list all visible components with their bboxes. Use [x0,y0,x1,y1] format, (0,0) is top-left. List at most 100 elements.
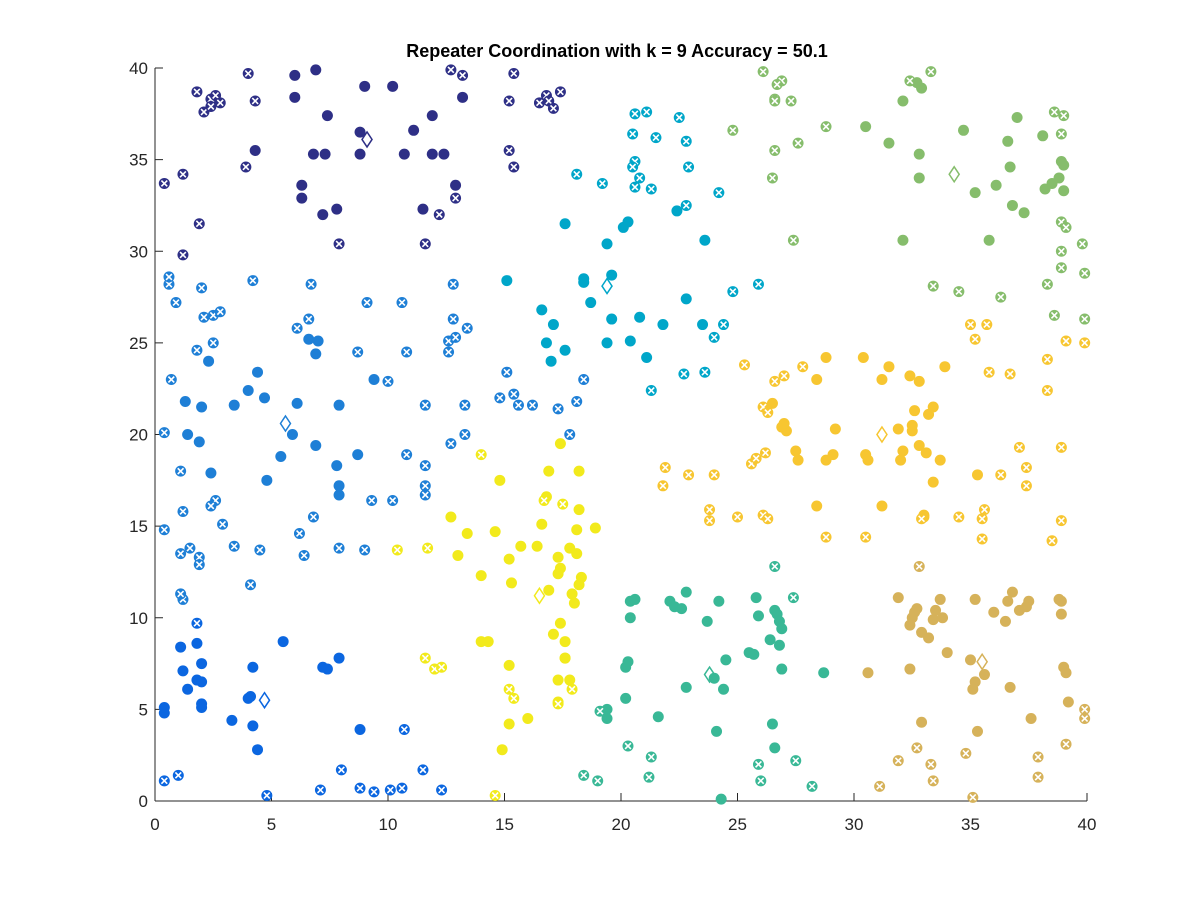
data-point [676,603,688,615]
misassigned-point [641,106,653,118]
misassigned-point [571,168,583,180]
misassigned-point [708,331,720,343]
data-point [175,641,187,653]
misassigned-point [771,78,783,90]
chart-title: Repeater Coordination with k = 9 Accurac… [406,41,827,61]
misassigned-point [217,518,229,530]
data-point [196,698,208,710]
data-point [554,438,566,450]
data-point [196,658,208,670]
data-point [496,744,508,756]
data-point [196,401,208,413]
misassigned-point [787,592,799,604]
misassigned-point [433,209,445,221]
data-point [652,711,664,723]
misassigned-point [508,692,520,704]
data-point [573,465,585,477]
misassigned-point [391,544,403,556]
misassigned-point [1055,262,1067,274]
data-point [629,593,641,605]
data-point [792,454,804,466]
misassigned-point [401,449,413,461]
data-point [457,91,469,103]
y-tick-label: 15 [129,517,148,536]
misassigned-point [927,775,939,787]
misassigned-point [475,449,487,461]
misassigned-point [314,784,326,796]
x-tick-label: 0 [150,815,159,834]
data-point [913,375,925,387]
misassigned-point [508,388,520,400]
x-tick-label: 30 [845,815,864,834]
centroid-marker [258,691,271,710]
y-tick-label: 5 [139,700,148,719]
misassigned-point [995,291,1007,303]
data-point [289,91,301,103]
data-point [988,606,1000,618]
data-point [321,110,333,122]
data-point [892,423,904,435]
data-point [331,203,343,215]
misassigned-point [1079,313,1091,325]
misassigned-point [177,249,189,261]
misassigned-point [757,66,769,78]
misassigned-point [732,511,743,523]
data-point [983,234,995,246]
data-point [892,592,904,604]
misassigned-point [792,137,804,149]
misassigned-point [291,322,303,334]
data-point [916,716,928,728]
data-point [769,742,781,754]
data-point [601,713,613,725]
misassigned-point [436,661,448,673]
misassigned-point [916,513,928,525]
data-point [811,500,823,512]
data-point [543,584,555,596]
data-point [904,370,916,382]
data-point [764,634,776,646]
x-tick-label: 20 [612,815,631,834]
misassigned-point [860,531,872,543]
misassigned-point [1079,703,1091,715]
data-point [450,179,462,191]
misassigned-point [417,764,429,776]
data-point [939,361,951,373]
misassigned-point [969,333,981,345]
data-point [657,319,669,331]
misassigned-point [645,183,657,195]
misassigned-point [538,494,550,506]
misassigned-point [172,769,184,781]
misassigned-point [785,95,797,107]
misassigned-point [419,238,431,250]
data-point [790,445,802,457]
misassigned-point [1041,278,1053,290]
data-point [503,718,515,730]
data-point [554,562,566,574]
data-point [1025,713,1037,725]
data-point [310,439,322,451]
data-point [352,449,364,461]
misassigned-point [554,86,566,98]
misassigned-point [254,544,266,556]
misassigned-point [1032,771,1044,783]
data-point [536,304,548,316]
misassigned-point [489,790,501,802]
misassigned-point [787,234,799,246]
misassigned-point [533,97,545,109]
data-point [589,522,601,534]
data-point [559,636,571,648]
misassigned-point [508,161,520,173]
data-point [1053,172,1065,184]
misassigned-point [967,791,979,803]
misassigned-point [627,161,639,173]
misassigned-point [177,168,189,180]
misassigned-point [547,102,559,114]
misassigned-point [557,498,569,510]
y-tick-label: 25 [129,334,148,353]
misassigned-point [1041,353,1053,365]
misassigned-point [552,403,564,415]
misassigned-point [564,429,576,440]
misassigned-point [198,311,210,323]
data-point [275,450,287,462]
data-point [680,293,692,305]
